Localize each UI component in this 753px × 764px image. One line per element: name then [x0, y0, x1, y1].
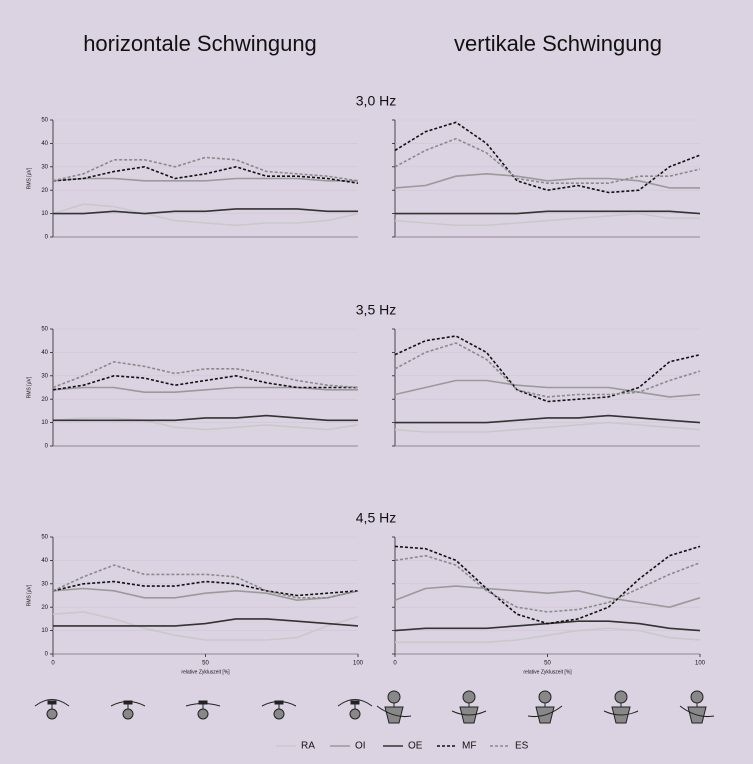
y-axis-label: RMS [µV]: [26, 167, 32, 189]
y-tick-label: 10: [41, 628, 48, 634]
x-tick-label: 100: [353, 661, 364, 667]
row-label: 3,5 Hz: [356, 302, 396, 318]
x-tick-label: 50: [202, 661, 209, 667]
legend-label: OI: [355, 741, 366, 752]
legend-label: ES: [515, 741, 529, 752]
x-tick-label: 50: [544, 661, 551, 667]
y-tick-label: 40: [41, 350, 48, 356]
y-tick-label: 20: [41, 605, 48, 611]
figure: horizontale Schwingung vertikale Schwing…: [0, 0, 753, 764]
x-tick-label: 100: [695, 661, 706, 667]
x-axis-label: relative Zykluszeit [%]: [523, 669, 572, 675]
background: [0, 0, 753, 764]
row-label: 3,0 Hz: [356, 93, 396, 109]
y-tick-label: 30: [41, 164, 48, 170]
y-tick-label: 10: [41, 211, 48, 217]
y-tick-label: 50: [41, 118, 48, 124]
row-label: 4,5 Hz: [356, 510, 396, 526]
icon-head: [47, 709, 57, 719]
y-tick-label: 50: [41, 535, 48, 541]
icon-head: [463, 691, 475, 703]
y-tick-label: 20: [41, 188, 48, 194]
y-tick-label: 30: [41, 373, 48, 379]
column-header: horizontale Schwingung: [83, 31, 317, 56]
column-header: vertikale Schwingung: [454, 31, 662, 56]
icon-head: [539, 691, 551, 703]
legend-label: OE: [408, 741, 423, 752]
y-tick-label: 30: [41, 581, 48, 587]
x-axis-label: relative Zykluszeit [%]: [181, 669, 230, 675]
legend-label: RA: [301, 741, 315, 752]
icon-head: [350, 709, 360, 719]
icon-head: [123, 709, 133, 719]
icon-head: [198, 709, 208, 719]
icon-head: [691, 691, 703, 703]
y-tick-label: 10: [41, 420, 48, 426]
icon-head: [274, 709, 284, 719]
y-tick-label: 20: [41, 397, 48, 403]
y-axis-label: RMS [µV]: [26, 376, 32, 398]
legend-label: MF: [462, 741, 476, 752]
y-axis-label: RMS [µV]: [26, 584, 32, 606]
y-tick-label: 40: [41, 558, 48, 564]
y-tick-label: 40: [41, 141, 48, 147]
icon-head: [388, 691, 400, 703]
y-tick-label: 50: [41, 327, 48, 333]
icon-head: [615, 691, 627, 703]
